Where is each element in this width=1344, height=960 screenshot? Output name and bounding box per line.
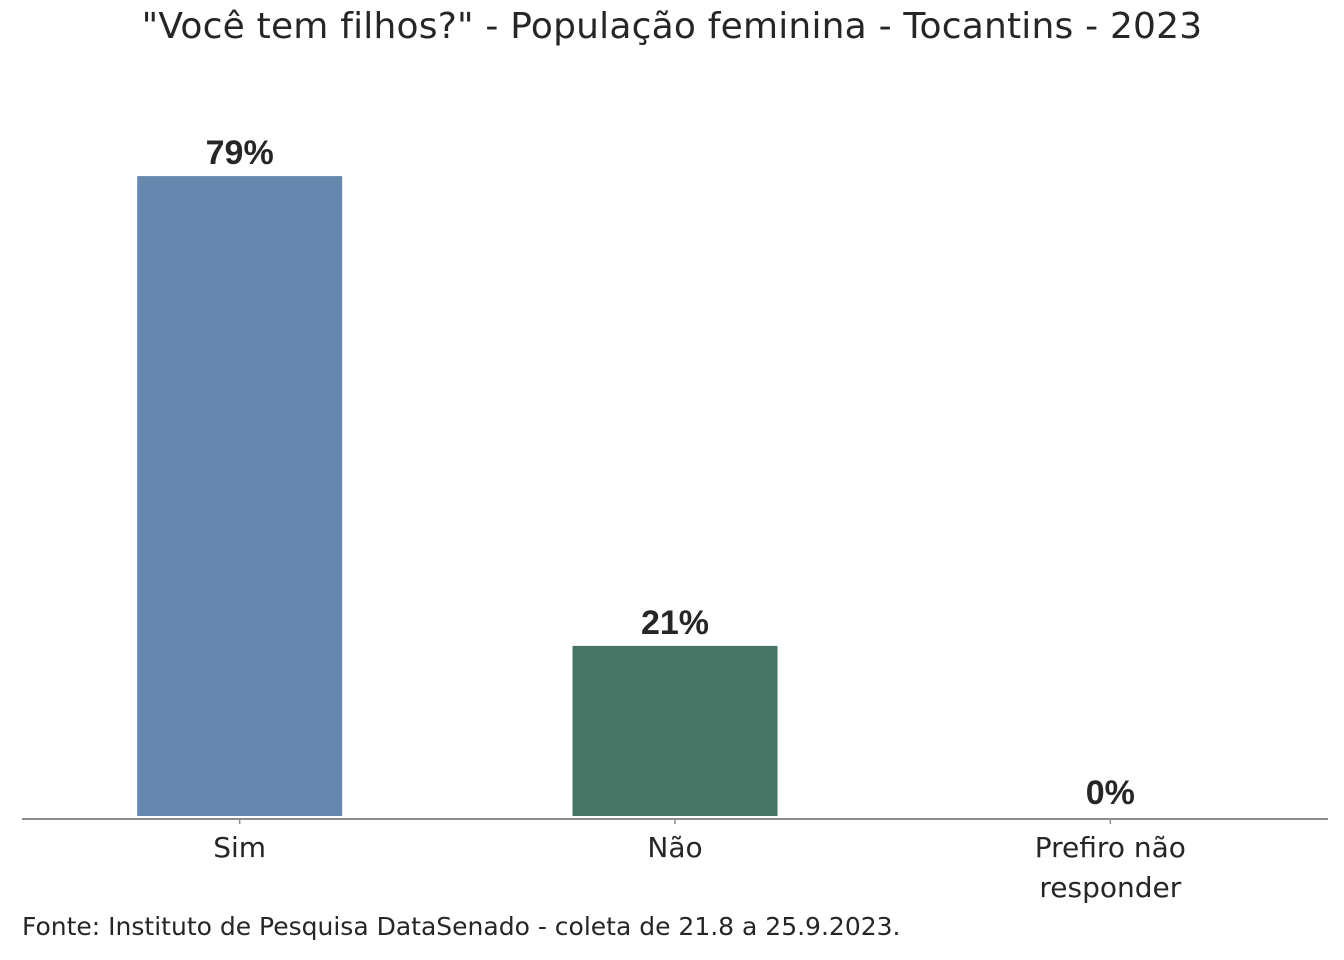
value-label-nao: 21% (641, 604, 709, 642)
value-label-prefiro-nao-responder: 0% (1086, 774, 1135, 812)
x-axis-ticks-layer: Sim Não Prefiro não responder (213, 819, 1186, 904)
chart-title: "Você tem filhos?" - População feminina … (141, 6, 1203, 47)
bars-layer (137, 176, 778, 817)
bar-sim (137, 176, 343, 817)
bar-nao (572, 645, 778, 816)
value-labels-layer: 79% 21% 0% (206, 134, 1135, 812)
x-tick-label-sim: Sim (213, 831, 266, 864)
source-note: Fonte: Instituto de Pesquisa DataSenado … (22, 912, 901, 941)
x-tick-label-nao: Não (647, 831, 702, 864)
value-label-sim: 79% (206, 134, 274, 172)
x-tick-label-prefiro-nao-responder: Prefiro não responder (1035, 831, 1186, 904)
